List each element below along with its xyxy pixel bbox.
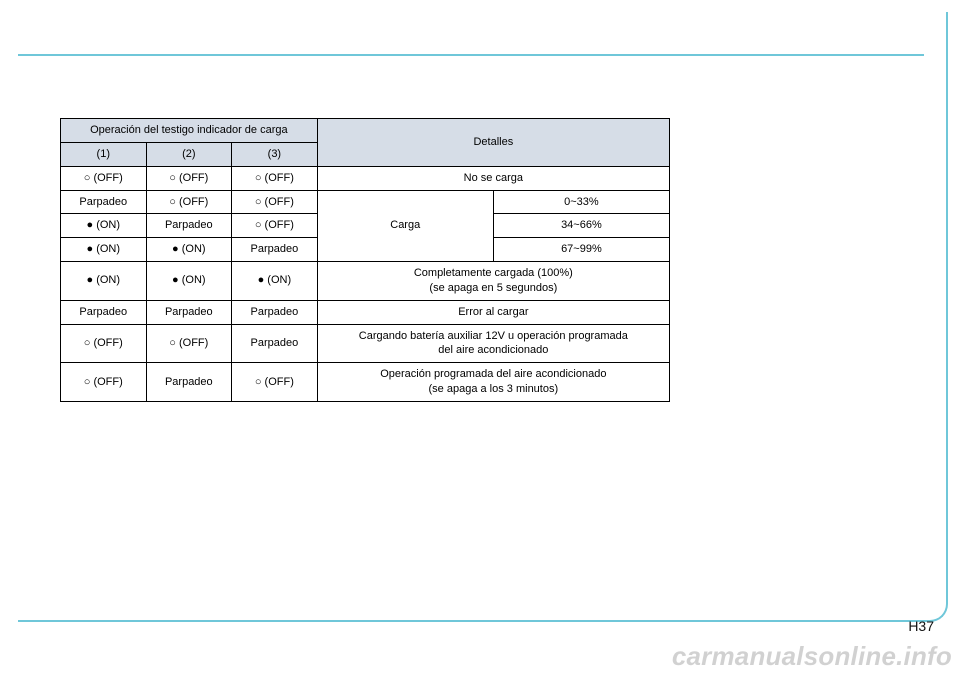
indicator-table: Operación del testigo indicador de carga… [60,118,670,402]
table-row: Parpadeo ○ (OFF) ○ (OFF) Carga 0~33% [61,190,670,214]
cell-c3: ● (ON) [232,262,318,301]
cell-c2: ○ (OFF) [146,190,232,214]
cell-detail: Operación programada del aire acondicion… [317,363,669,402]
table-row: Parpadeo Parpadeo Parpadeo Error al carg… [61,300,670,324]
cell-c2: ● (ON) [146,262,232,301]
cell-c1: ● (ON) [61,214,147,238]
cell-c2: Parpadeo [146,214,232,238]
cell-c3: Parpadeo [232,300,318,324]
cell-detail: Cargando batería auxiliar 12V u operació… [317,324,669,363]
cell-c2: ● (ON) [146,238,232,262]
cell-detail-sub: 0~33% [493,190,669,214]
cell-c2: Parpadeo [146,363,232,402]
cell-c2: ○ (OFF) [146,166,232,190]
table-row: ○ (OFF) Parpadeo ○ (OFF) Operación progr… [61,363,670,402]
cell-c1: Parpadeo [61,190,147,214]
page-number: H37 [908,618,934,634]
header-details: Detalles [317,119,669,167]
table-row: ○ (OFF) ○ (OFF) Parpadeo Cargando baterí… [61,324,670,363]
cell-detail: Completamente cargada (100%)(se apaga en… [317,262,669,301]
cell-c1: ● (ON) [61,238,147,262]
header-col1: (1) [61,142,147,166]
cell-detail: Error al cargar [317,300,669,324]
cell-c2: ○ (OFF) [146,324,232,363]
table-header-row-1: Operación del testigo indicador de carga… [61,119,670,143]
cell-c1: ○ (OFF) [61,324,147,363]
cell-c3: ○ (OFF) [232,214,318,238]
watermark-text: carmanualsonline.info [672,641,952,672]
cell-c3: ○ (OFF) [232,363,318,402]
table-row: ○ (OFF) ○ (OFF) ○ (OFF) No se carga [61,166,670,190]
cell-detail-sub: 67~99% [493,238,669,262]
table-row: ● (ON) ● (ON) ● (ON) Completamente carga… [61,262,670,301]
header-col3: (3) [232,142,318,166]
cell-c1: ○ (OFF) [61,166,147,190]
top-rule [18,54,924,56]
cell-c1: Parpadeo [61,300,147,324]
header-operation: Operación del testigo indicador de carga [61,119,318,143]
cell-c3: ○ (OFF) [232,166,318,190]
header-col2: (2) [146,142,232,166]
cell-detail-sub: 34~66% [493,214,669,238]
cell-c2: Parpadeo [146,300,232,324]
cell-c3: ○ (OFF) [232,190,318,214]
cell-c3: Parpadeo [232,238,318,262]
cell-c3: Parpadeo [232,324,318,363]
cell-detail-group: Carga [317,190,493,262]
cell-c1: ○ (OFF) [61,363,147,402]
cell-detail: No se carga [317,166,669,190]
cell-c1: ● (ON) [61,262,147,301]
indicator-table-wrapper: Operación del testigo indicador de carga… [60,118,670,402]
